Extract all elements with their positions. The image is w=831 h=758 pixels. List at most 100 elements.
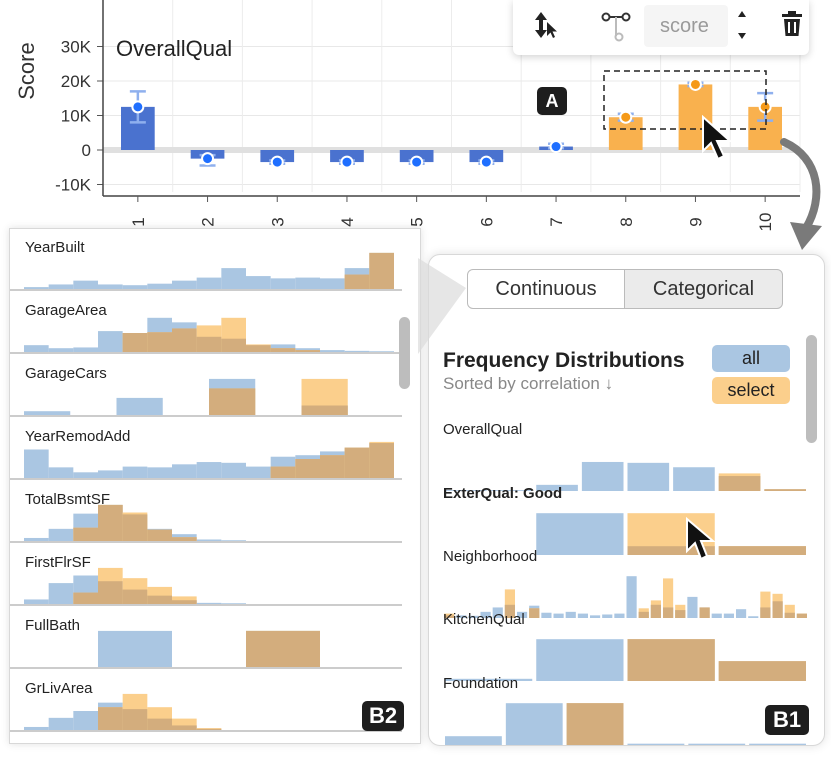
hist-bar-overlap xyxy=(122,709,148,730)
score-input[interactable]: score xyxy=(644,5,728,47)
mean-dot xyxy=(549,140,563,154)
hist-bar-all xyxy=(445,736,502,745)
hist-bar-select xyxy=(784,604,795,618)
hist-bar-overlap xyxy=(98,707,123,730)
hist-bar-all xyxy=(627,743,685,745)
hist-bar-all xyxy=(73,347,98,352)
hist-bar-overlap xyxy=(718,546,806,555)
hist-bar-all xyxy=(122,466,148,478)
hist-bar-overlap xyxy=(444,615,455,618)
hist-bar-overlap xyxy=(675,610,686,618)
legend-all[interactable]: all xyxy=(712,345,790,372)
mean-dot xyxy=(131,100,145,114)
hist-bar-all xyxy=(456,615,467,618)
tab-continuous[interactable]: Continuous xyxy=(467,269,625,309)
score-stepper[interactable] xyxy=(735,8,749,42)
hist-bar-all xyxy=(172,464,197,478)
hist-bar-overlap xyxy=(760,607,771,618)
legend-select[interactable]: select xyxy=(712,377,790,404)
hist-bar-all xyxy=(687,596,698,618)
b2-feature-name: FullBath xyxy=(25,617,81,634)
trash-icon[interactable] xyxy=(781,11,803,37)
b1-histogram[interactable] xyxy=(443,441,813,491)
hist-bar-select xyxy=(504,589,515,618)
x-tick-label: 9 xyxy=(686,217,705,226)
b2-feature-name: GarageArea xyxy=(25,302,107,319)
hist-bar-all xyxy=(270,344,296,352)
hist-bar-overlap xyxy=(320,455,345,478)
hist-bar-all xyxy=(221,268,246,289)
mean-dot xyxy=(201,152,215,166)
hist-bar-all xyxy=(48,717,74,730)
tab-categorical[interactable]: Categorical xyxy=(624,269,783,309)
node-link-icon[interactable] xyxy=(601,8,631,42)
hist-bar-all xyxy=(48,284,74,289)
sort-cursor-icon[interactable] xyxy=(533,10,561,40)
mean-dot xyxy=(340,155,354,169)
legend-select-label: select xyxy=(727,380,775,400)
hist-bar-all xyxy=(614,613,625,618)
hist-bar-all xyxy=(48,583,74,604)
legend-all-label: all xyxy=(741,348,760,368)
hist-bar-all xyxy=(749,743,806,745)
b2-histogram[interactable] xyxy=(10,418,402,481)
b2-histogram[interactable] xyxy=(10,355,402,418)
hist-bar-all xyxy=(602,614,613,618)
hist-bar-overlap xyxy=(172,328,197,352)
hist-bar-all xyxy=(147,467,172,478)
hist-bar-all xyxy=(492,607,503,618)
score-placeholder: score xyxy=(660,15,709,37)
x-tick-label: 3 xyxy=(268,217,287,226)
hist-bar-all xyxy=(221,603,246,604)
b1-histogram[interactable] xyxy=(443,505,813,555)
b2-histogram[interactable] xyxy=(10,670,402,733)
b2-histogram[interactable] xyxy=(10,229,402,292)
x-tick-label: 1 xyxy=(129,217,148,226)
freq-title: Frequency Distributions xyxy=(443,349,685,372)
hist-bar-overlap xyxy=(504,604,515,618)
hist-bar-overlap xyxy=(627,546,715,555)
hist-bar-overlap xyxy=(73,527,98,541)
hist-bar-all xyxy=(24,726,49,730)
hist-bar-overlap xyxy=(209,388,256,415)
hist-bar-all xyxy=(581,461,624,491)
hist-bar-overlap xyxy=(650,604,661,618)
b1-histogram[interactable] xyxy=(443,568,813,618)
x-tick-label: 2 xyxy=(199,217,218,226)
hist-bar-all xyxy=(490,490,533,491)
hist-bar-overlap xyxy=(295,350,320,352)
score-bar-chart[interactable]: 30K 20K 10K 0 -10K 1 2 3 4 5 6 7 8 9 10 xyxy=(0,0,831,260)
b2-histogram[interactable] xyxy=(10,481,402,544)
hist-bar-all xyxy=(627,462,670,491)
y-axis-label: Score xyxy=(14,42,39,100)
b2-histogram[interactable] xyxy=(10,607,402,670)
b2-histogram[interactable] xyxy=(10,544,402,607)
hist-bar-all xyxy=(536,513,624,555)
hist-bar-all xyxy=(98,331,123,352)
b1-feature-name: Neighborhood xyxy=(443,548,538,565)
hist-bar-all xyxy=(577,613,588,618)
hist-bar-all xyxy=(553,613,564,618)
b1-histogram[interactable] xyxy=(443,631,813,681)
hist-bar-overlap xyxy=(270,348,296,352)
b1-histogram[interactable] xyxy=(443,695,813,745)
x-tick-label: 7 xyxy=(547,217,566,226)
hist-bar-all xyxy=(221,540,246,541)
hist-bar-all xyxy=(48,528,74,541)
panel-b1-frequency-distributions: Continuous Categorical Frequency Distrib… xyxy=(428,254,825,746)
hist-bar-overlap xyxy=(122,589,148,604)
b2-scrollbar[interactable] xyxy=(399,317,410,389)
hist-bar-overlap xyxy=(772,601,783,618)
hist-bar-all xyxy=(748,616,759,618)
hist-bar-all xyxy=(221,462,246,478)
b1-feature-name: ExterQual: Good xyxy=(443,485,563,502)
hist-bar-overlap xyxy=(147,529,172,541)
panel-b2-continuous-distributions: YearBuilt GarageArea GarageCars YearRemodAd… xyxy=(9,228,421,744)
hist-bar-all xyxy=(369,351,394,352)
hist-bar-all xyxy=(246,466,271,478)
hist-bar-all xyxy=(246,276,271,289)
b1-scrollbar[interactable] xyxy=(806,335,817,443)
hist-bar-overlap xyxy=(344,447,370,478)
b2-histogram[interactable] xyxy=(10,292,402,355)
hist-bar-all xyxy=(24,449,49,478)
